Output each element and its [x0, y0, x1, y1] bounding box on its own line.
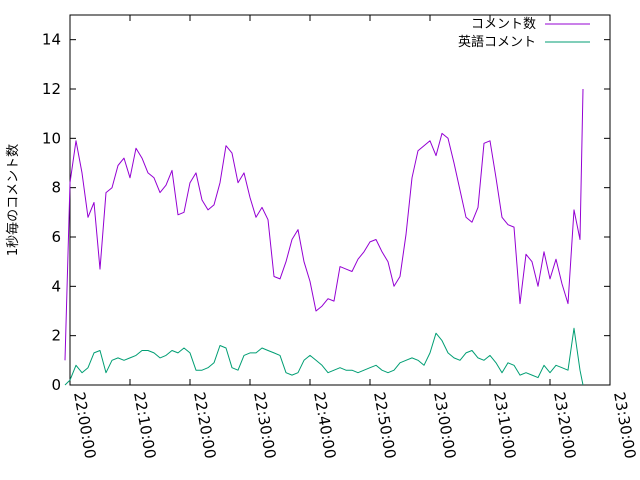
- y-tick-label: 10: [42, 129, 61, 147]
- x-tick-label: 23:20:00: [550, 391, 579, 460]
- x-tick-label: 23:00:00: [430, 391, 459, 460]
- x-tick-label: 23:30:00: [610, 391, 639, 460]
- x-tick-label: 22:30:00: [250, 391, 279, 460]
- y-tick-label: 12: [42, 80, 61, 98]
- x-tick-label: 22:40:00: [310, 391, 339, 460]
- series-line-0: [64, 88, 584, 361]
- y-tick-label: 8: [51, 179, 61, 197]
- plot-area: [69, 14, 611, 386]
- series-layer: [64, 88, 584, 386]
- plot-frame: [69, 14, 611, 386]
- x-tick-label: 22:00:00: [70, 391, 99, 460]
- x-tick-label: 22:10:00: [130, 391, 159, 460]
- x-tick-label: 23:10:00: [490, 391, 519, 460]
- y-tick-label: 14: [42, 31, 61, 49]
- x-tick-label: 22:50:00: [370, 391, 399, 460]
- y-tick-label: 6: [51, 228, 61, 246]
- y-axis: 0 2 4 6 8 10 12 14: [42, 31, 610, 394]
- y-axis-label: 1秒毎のコメント数: [5, 144, 21, 256]
- y-tick-label: 2: [51, 327, 61, 345]
- y-tick-label: 0: [51, 376, 61, 394]
- x-tick-label: 22:20:00: [190, 391, 219, 460]
- x-axis: 22:00:00 22:10:00 22:20:00 22:30:00 22:40:00…: [69, 15, 639, 460]
- legend-label-0: コメント数: [471, 17, 536, 32]
- legend-label-1: 英語コメント: [458, 34, 536, 50]
- series-line-1: [64, 327, 584, 386]
- y-tick-label: 4: [51, 277, 61, 295]
